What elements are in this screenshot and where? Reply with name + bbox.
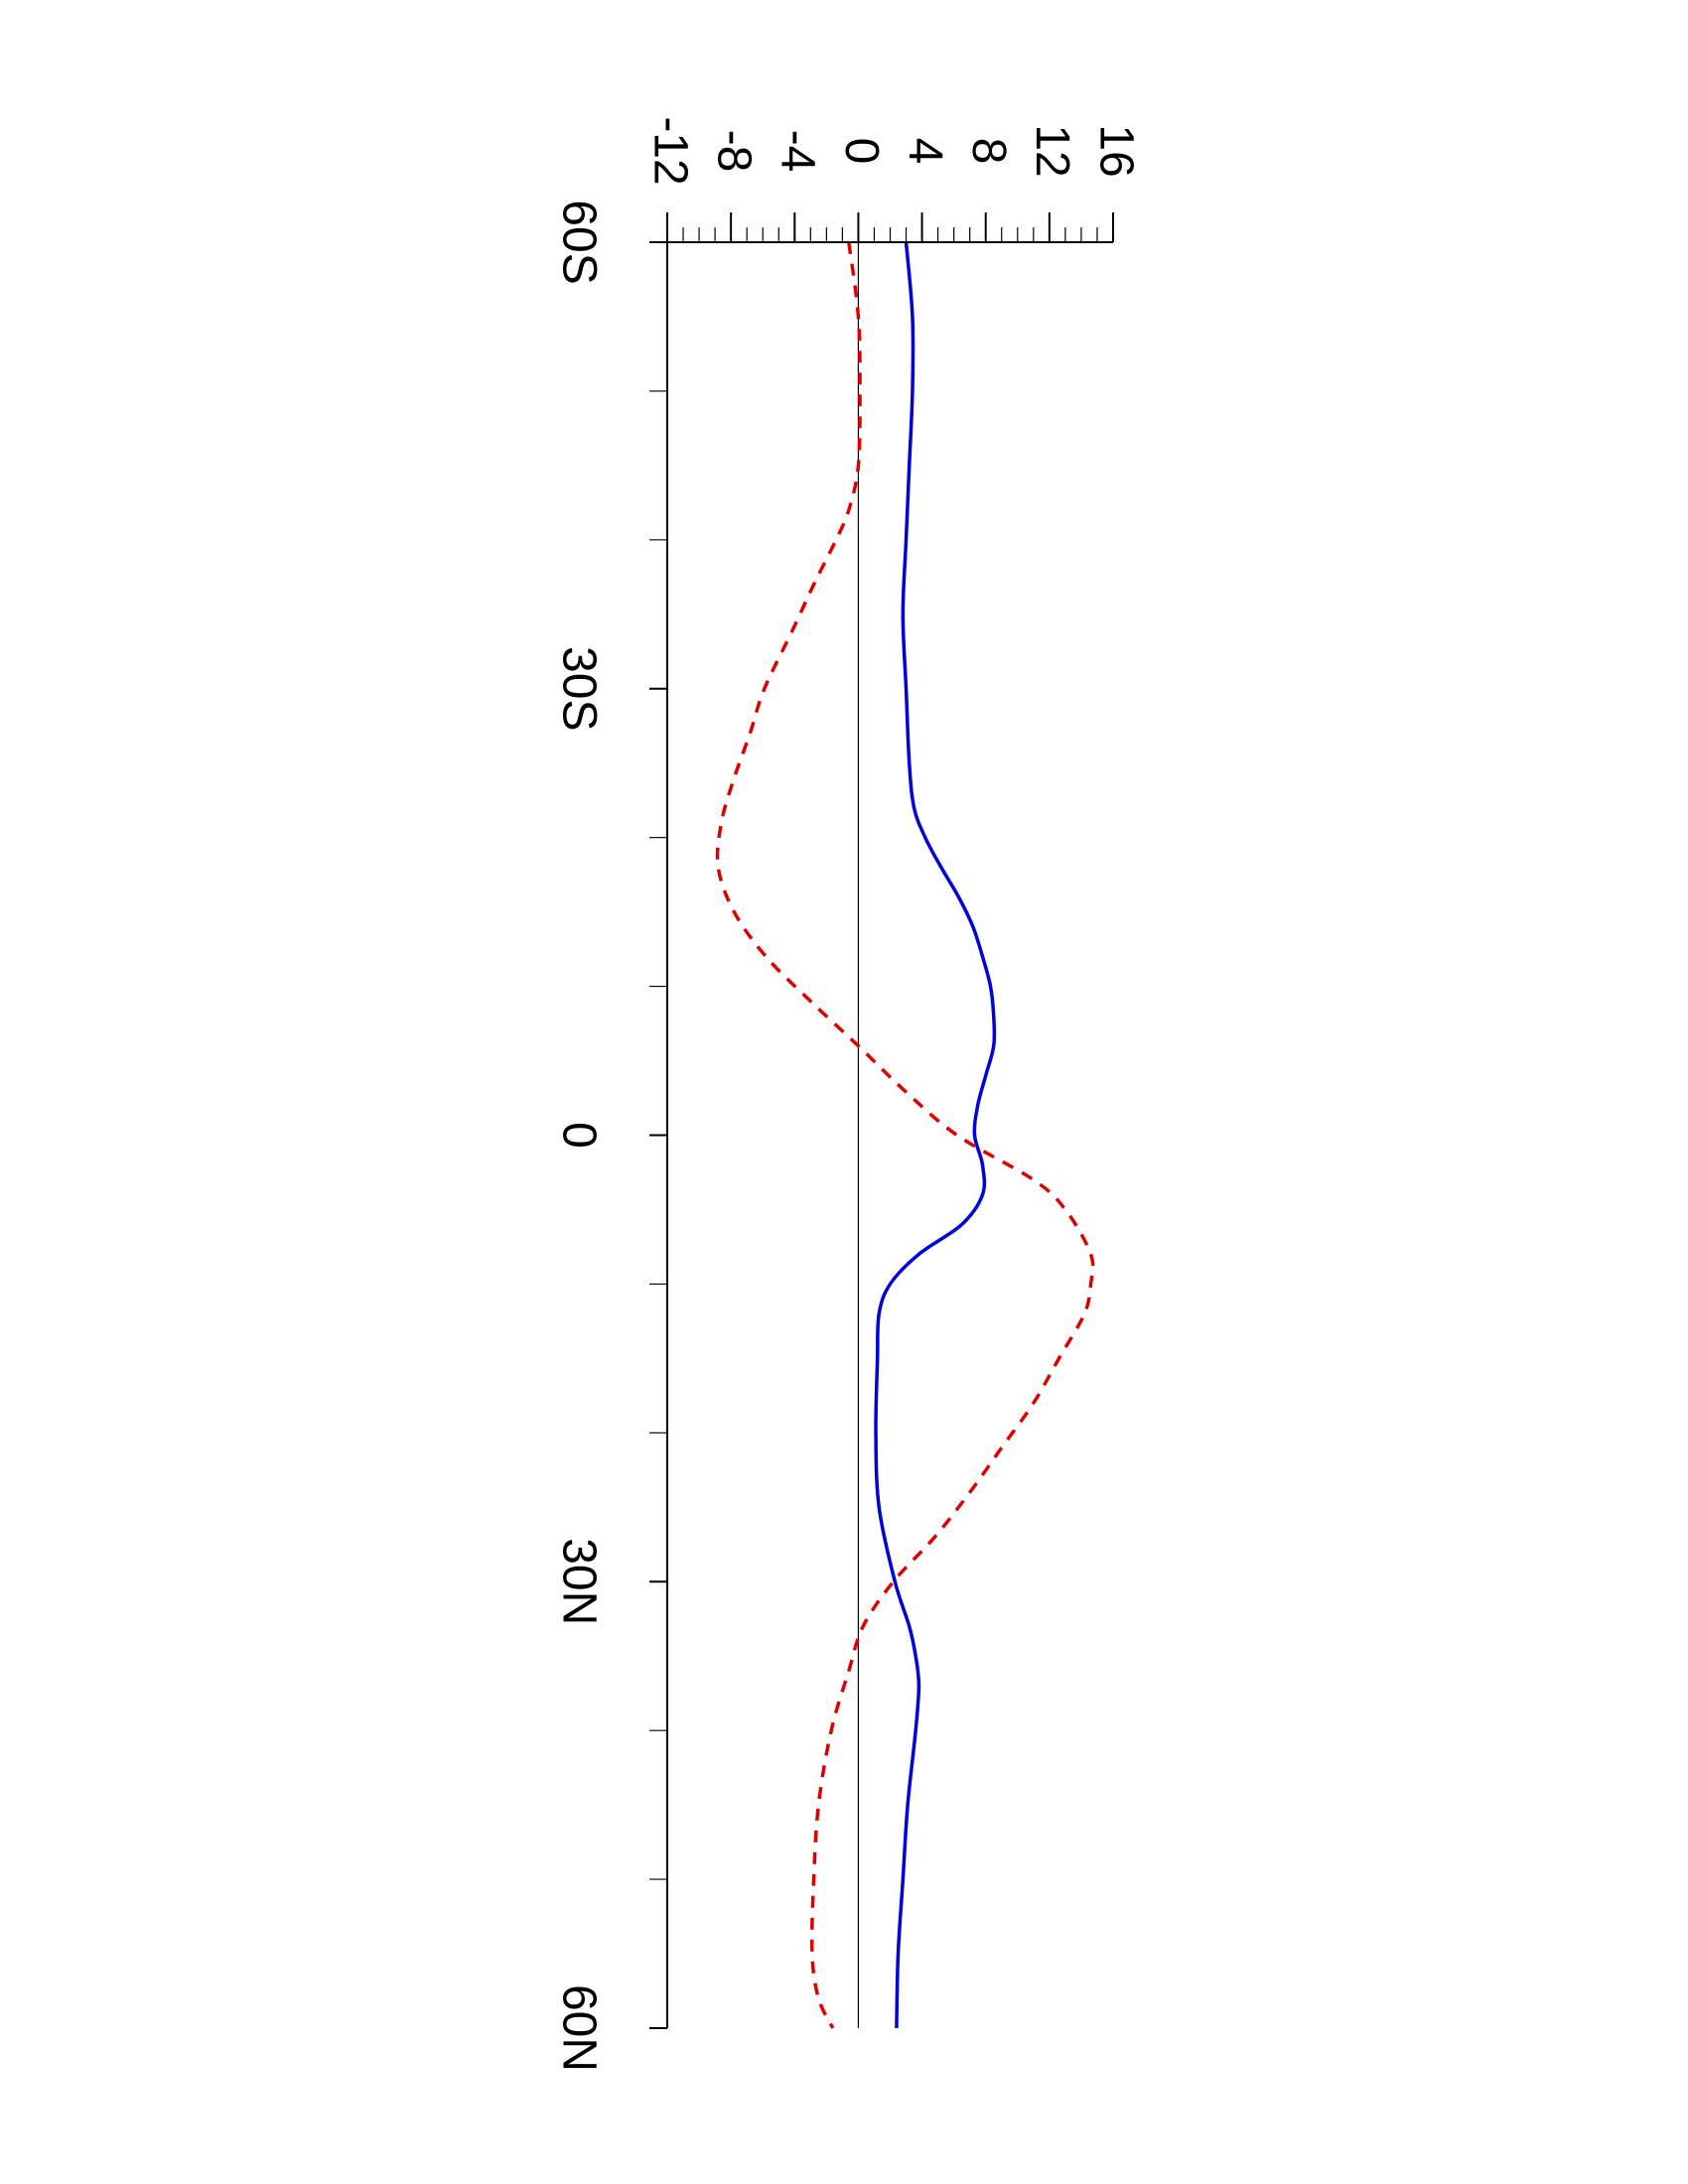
value-tick-label: 8 [962, 138, 1015, 165]
value-tick-label: -12 [643, 116, 696, 185]
latitude-tick-label: 30S [552, 646, 605, 731]
value-tick-label: 16 [1089, 124, 1142, 177]
latitude-tick-label: 30N [552, 1538, 605, 1625]
value-tick-label: -8 [707, 130, 760, 173]
series-layer [715, 241, 1095, 2029]
latitude-tick-label: 0 [552, 1122, 605, 1149]
axes-layer [649, 212, 1114, 2029]
value-tick-label: 0 [835, 138, 888, 165]
value-tick-label: 12 [1026, 124, 1078, 177]
latitude-tick-label: 60N [552, 1984, 605, 2072]
blue-solid-series-line [874, 241, 997, 2029]
value-tick-label: -4 [772, 130, 824, 173]
value-tick-label: 4 [899, 138, 951, 165]
red-dashed-series-line [715, 241, 1095, 2029]
latitude-tick-label: 60S [552, 200, 605, 284]
